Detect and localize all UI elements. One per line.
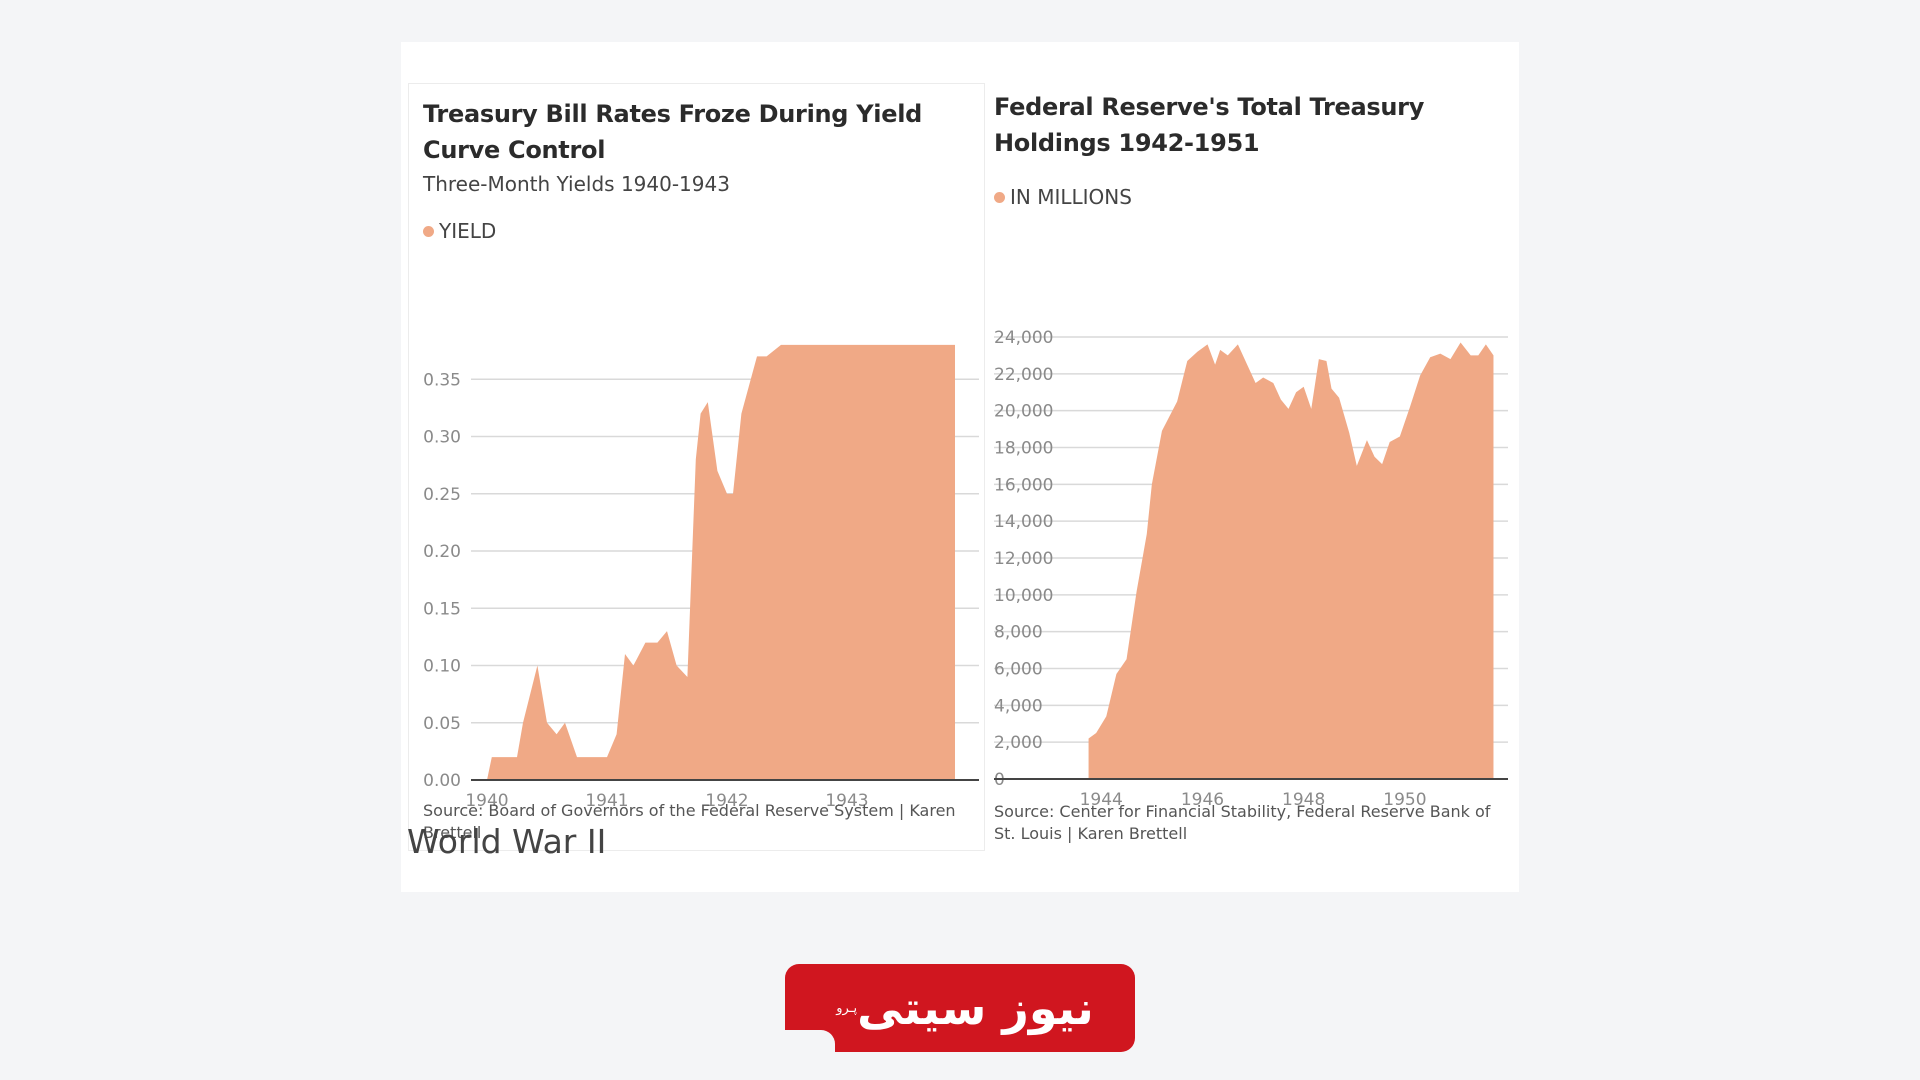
y-tick-label: 4,000 <box>994 696 1043 716</box>
y-tick-label: 0.15 <box>423 599 461 619</box>
x-tick-label: 1948 <box>1282 790 1325 810</box>
x-tick-label: 1944 <box>1080 790 1123 810</box>
y-tick-label: 20,000 <box>994 402 1053 422</box>
legend-label: IN MILLIONS <box>1010 185 1132 209</box>
x-tick-label: 1941 <box>585 791 628 811</box>
chart-title: Treasury Bill Rates Froze During Yield C… <box>423 100 923 164</box>
legend-dot-icon <box>423 225 434 237</box>
x-tick-label: 1940 <box>465 791 508 811</box>
logo-text: نیوز سیتی <box>857 981 1094 1035</box>
legend-label: YIELD <box>439 219 497 243</box>
y-tick-label: 0.25 <box>423 485 461 505</box>
y-tick-label: 12,000 <box>994 549 1053 569</box>
figure-caption: World War II <box>407 822 607 861</box>
y-tick-label: 8,000 <box>994 623 1043 643</box>
y-tick-label: 0.35 <box>423 370 461 390</box>
chart-panel-treasury-bill-rates: Treasury Bill Rates Froze During Yield C… <box>408 83 985 851</box>
yield-area-chart: 0.00 0.05 0.10 0.15 0.20 0.25 0.30 0.35 1940 1941… <box>423 344 979 811</box>
y-tick-label: 10,000 <box>994 586 1053 606</box>
legend-dot-icon <box>994 191 1005 203</box>
x-tick-label: 1942 <box>705 791 748 811</box>
y-tick-label: 0.05 <box>423 714 461 734</box>
chart-title: Federal Reserve's Total Treasury Holding… <box>994 93 1425 157</box>
y-tick-label: 18,000 <box>994 439 1053 459</box>
chart-panel-treasury-holdings: Federal Reserve's Total Treasury Holding… <box>992 83 1514 849</box>
y-tick-label: 6,000 <box>994 660 1043 680</box>
y-tick-label: 24,000 <box>994 328 1053 348</box>
chart-source: Source: Center for Financial Stability, … <box>994 802 1491 843</box>
y-tick-label: 22,000 <box>994 365 1053 385</box>
chart-legend: YIELD <box>423 219 496 243</box>
y-tick-label: 2,000 <box>994 733 1043 753</box>
holdings-area-chart: 02,0004,0006,0008,00010,00012,00014,0001… <box>994 328 1508 810</box>
y-tick-label: 0.00 <box>423 771 461 791</box>
news-city-logo[interactable]: پـرو نیوز سیتی <box>785 964 1135 1052</box>
article-card: Treasury Bill Rates Froze During Yield C… <box>401 42 1519 892</box>
chart-legend: IN MILLIONS <box>994 185 1132 209</box>
y-tick-label: 0.10 <box>423 657 461 677</box>
y-tick-label: 16,000 <box>994 475 1053 495</box>
area-series <box>1088 342 1494 779</box>
x-tick-label: 1943 <box>825 791 868 811</box>
logo-notch <box>785 1030 835 1052</box>
area-series <box>487 344 955 780</box>
x-tick-label: 1950 <box>1383 790 1426 810</box>
logo-small-text: پـرو <box>836 1000 858 1016</box>
x-tick-label: 1946 <box>1181 790 1224 810</box>
chart-source: Source: Board of Governors of the Federa… <box>423 801 956 842</box>
y-tick-label: 0.20 <box>423 542 461 562</box>
y-tick-label: 0.30 <box>423 428 461 448</box>
chart-subtitle: Three-Month Yields 1940-1943 <box>423 172 730 196</box>
y-tick-label: 14,000 <box>994 512 1053 532</box>
